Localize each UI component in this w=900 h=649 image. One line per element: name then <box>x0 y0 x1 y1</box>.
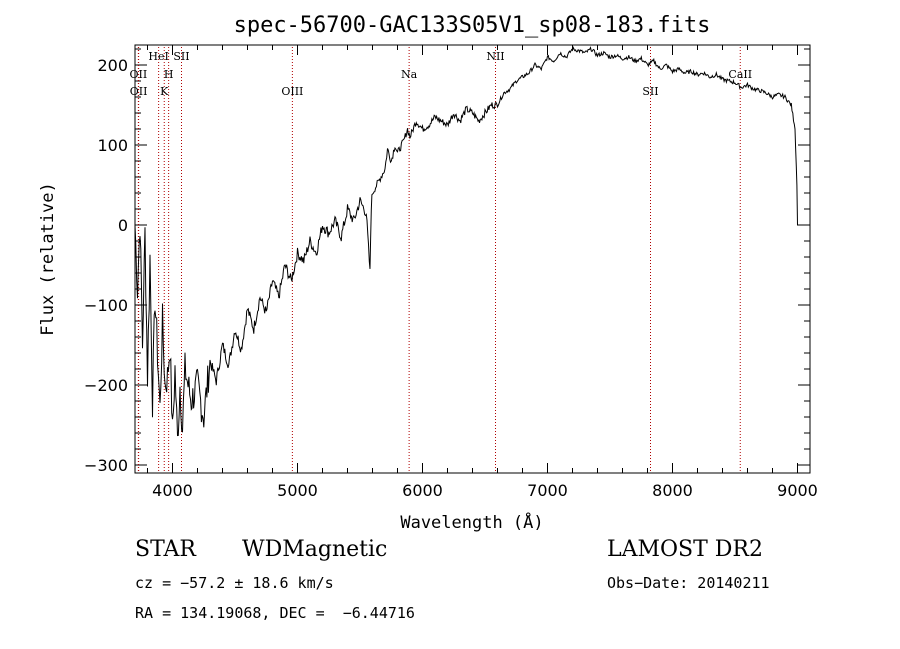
spectral-line-label: SII <box>642 85 658 98</box>
y-tick-label: −100 <box>84 296 128 315</box>
spectral-line-label: Na <box>401 68 418 81</box>
x-tick-label: 4000 <box>152 481 193 500</box>
spectral-line-label: HeI <box>148 50 168 63</box>
y-axis-label: Flux (relative) <box>38 182 58 336</box>
x-tick-label: 9000 <box>777 481 818 500</box>
x-tick-label: 8000 <box>652 481 693 500</box>
spectral-line-label: OIII <box>281 85 303 98</box>
spectral-line-label: K <box>160 85 169 98</box>
object-subclass: WDMagnetic <box>242 537 388 562</box>
y-tick-label: −300 <box>84 456 128 475</box>
spectrum-line <box>134 46 799 437</box>
x-tick-label: 6000 <box>402 481 443 500</box>
redshift-cz: cz = −57.2 ± 18.6 km/s <box>135 574 334 592</box>
x-tick-label: 5000 <box>277 481 318 500</box>
spectrum-series <box>134 46 799 437</box>
spectral-line-label: SII <box>173 50 189 63</box>
spectral-line-label: CaII <box>728 68 752 81</box>
object-class: STAR <box>135 537 196 562</box>
y-tick-label: 100 <box>97 136 128 155</box>
x-axis-label: Wavelength (Å) <box>400 511 543 533</box>
spectral-line-label: NII <box>486 50 504 63</box>
x-tick-label: 7000 <box>527 481 568 500</box>
survey-name: LAMOST DR2 <box>607 537 763 562</box>
y-tick-label: 0 <box>118 216 128 235</box>
observation-date: Obs−Date: 20140211 <box>607 574 770 592</box>
y-tick-label: 200 <box>97 56 128 75</box>
spectral-line-label: H <box>164 68 174 81</box>
plot-frame <box>134 44 811 474</box>
x-axis: 4000 5000 6000 7000 8000 9000 <box>147 45 818 500</box>
y-tick-label: −200 <box>84 376 128 395</box>
coordinates: RA = 134.19068, DEC = −6.44716 <box>135 604 415 622</box>
spectral-line-label: OII <box>130 85 148 98</box>
chart-title: spec-56700-GAC133S05V1_sp08-183.fits <box>234 13 711 38</box>
y-axis: −300 −200 −100 0 100 200 <box>84 48 810 475</box>
